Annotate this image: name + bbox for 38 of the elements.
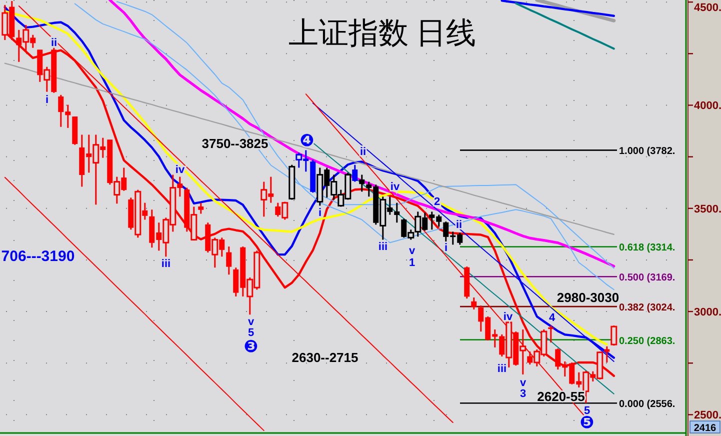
ref-line-label: 1.000 (3782. xyxy=(619,146,676,158)
annotation: iv xyxy=(175,164,185,176)
annotation: iii xyxy=(161,258,171,270)
ref-line-label: 0.500 (3169. xyxy=(619,272,676,284)
annotation: 3750--3825 xyxy=(202,136,268,151)
y-tick-label: 3000. xyxy=(694,306,721,319)
annotation: i xyxy=(318,207,322,219)
y-tick-label: 2500. xyxy=(694,410,721,422)
annotation: 5 xyxy=(248,327,254,339)
annotation: ❹ xyxy=(300,131,314,151)
annotation: v xyxy=(520,377,526,389)
annotation: iii xyxy=(497,363,507,375)
annotation: iv xyxy=(390,181,400,193)
ref-line-label: 0.618 (3314. xyxy=(619,242,676,254)
annotation: 2416 xyxy=(690,420,720,434)
annotation: ❸ xyxy=(244,337,258,357)
y-tick-label: 3500. xyxy=(694,203,721,216)
annotation: 706---3190 xyxy=(1,248,75,265)
y-tick-label: 4500. xyxy=(694,2,721,14)
annotation: 2980-3030 xyxy=(556,290,620,305)
annotation: ii xyxy=(456,219,462,231)
y-tick-label: 4000. xyxy=(694,100,721,112)
ref-line-label: 0.250 (2863. xyxy=(619,336,676,347)
annotation: 3 xyxy=(520,388,526,400)
annotation: iv xyxy=(503,311,513,323)
ref-line-label: 0.000 (2556. xyxy=(619,399,676,410)
annotation: 2630--2715 xyxy=(292,350,358,365)
annotation: ii xyxy=(360,146,366,158)
annotation: i xyxy=(444,242,448,254)
annotation: ii xyxy=(50,37,58,49)
annotation: v xyxy=(248,316,254,328)
title: 上证指数 日线 xyxy=(288,17,476,50)
annotation: 4 xyxy=(548,312,556,324)
annotation: 1 xyxy=(408,257,416,269)
annotation: i xyxy=(45,94,49,106)
ref-line-label: 0.382 (3024. xyxy=(619,302,676,314)
annotation: v xyxy=(408,245,416,257)
annotation: iii xyxy=(378,241,388,253)
